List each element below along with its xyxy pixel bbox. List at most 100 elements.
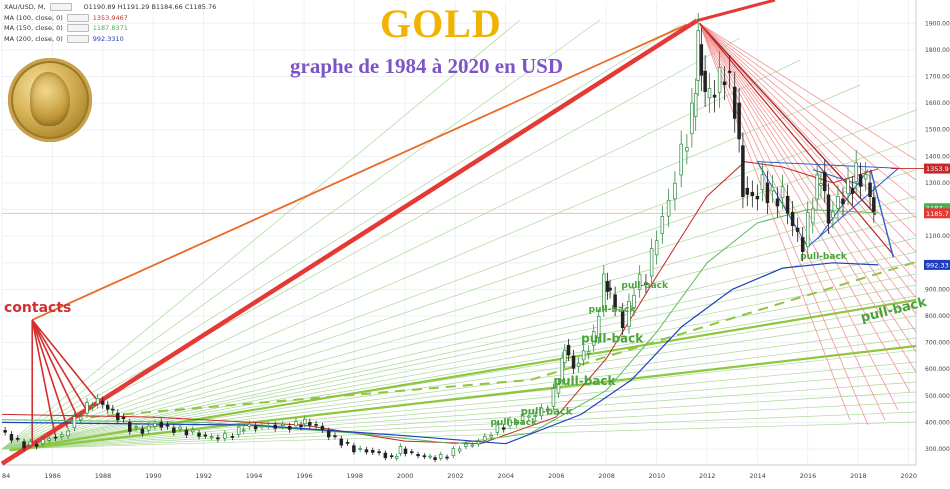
candle-body (339, 438, 344, 446)
candle-body (654, 240, 659, 256)
candle-body (596, 315, 601, 338)
price-tag-label: 992.33 (926, 261, 949, 269)
y-tick-label: 500.000 (925, 393, 950, 400)
candle-body (364, 449, 369, 453)
candle-body (514, 422, 519, 425)
fan-line-green (1, 84, 861, 450)
candle-body (159, 422, 164, 428)
candle-body (111, 408, 115, 411)
chart-title: GOLD (380, 1, 502, 46)
candle-body (95, 398, 100, 405)
x-tick-label: 2020 (900, 472, 917, 480)
candle-body (34, 444, 39, 447)
candle-body (294, 421, 298, 427)
candle-body (416, 454, 420, 457)
candle-body (116, 412, 120, 421)
ma-200-value: 992.3310 (92, 34, 124, 43)
price-tag-bg (924, 259, 950, 270)
candle-body (591, 331, 596, 346)
y-tick-label: 700.000 (925, 340, 950, 347)
fan-line-green (1, 261, 917, 450)
ma-row-100: MA (100, close, 0) 1353.9467 (4, 13, 216, 24)
x-tick-label: 2010 (649, 472, 666, 480)
candle-body (352, 445, 356, 453)
dashed-line-green (90, 378, 531, 419)
candle-body (197, 432, 201, 437)
candle-body (476, 441, 481, 445)
fan-line-red (699, 22, 917, 201)
candle-body (153, 422, 157, 427)
candle-body (438, 454, 443, 459)
trend-line-orange (31, 23, 688, 321)
x-tick-label: 2016 (800, 472, 817, 480)
candle-body (602, 273, 606, 310)
candle-body (299, 424, 303, 428)
annotation-pull-back: pull-back (490, 418, 538, 428)
candle-body (737, 102, 741, 140)
candle-body (303, 418, 307, 425)
ohlc-values: O1190.89 H1191.29 B1184.66 C1185.76 (83, 3, 217, 11)
ma-150-controls[interactable] (66, 24, 89, 33)
candle-body (241, 429, 246, 432)
candle-body (470, 444, 474, 447)
candle-body (314, 424, 318, 426)
trend-line-red-ext (696, 0, 776, 23)
contact-line (31, 319, 89, 413)
candle-body (780, 186, 785, 198)
x-tick-label: 2018 (850, 472, 867, 480)
symbol-label[interactable]: XAU/USD, M, (4, 3, 46, 11)
x-tick-label: 2008 (598, 472, 615, 480)
y-tick-label: 1700.000 (925, 74, 950, 81)
y-tick-label: 800.000 (925, 313, 950, 320)
candle-body (134, 426, 138, 429)
fan-line-red (699, 23, 917, 237)
fan-line-green (1, 24, 681, 450)
candle-body (826, 194, 831, 224)
candle-body (146, 425, 151, 431)
fan-line-red (699, 23, 869, 426)
candle-body (660, 216, 665, 234)
ma-200-label[interactable]: MA (200, close, 0) (4, 34, 63, 43)
price-tag-bg (924, 203, 950, 214)
candle-body (223, 433, 227, 439)
ma-100-controls[interactable] (66, 13, 89, 22)
price-tag-label: 1185.7 (926, 210, 949, 218)
candle-body (140, 428, 145, 434)
symbol-row: XAU/USD, M, O1190.89 H1191.29 B1184.66 C… (4, 2, 216, 13)
candle-body (722, 81, 727, 85)
candle-body (320, 426, 325, 430)
candle-body (811, 208, 815, 224)
candle-body (495, 424, 500, 433)
contact-line (31, 319, 79, 418)
candle-body (620, 310, 625, 329)
fan-line-red (699, 23, 917, 269)
candle-body (501, 427, 506, 430)
candle-body (750, 191, 755, 197)
candle-body (586, 351, 591, 354)
candle-body (41, 439, 45, 445)
symbol-controls[interactable] (49, 3, 72, 12)
ma-100-label[interactable]: MA (100, close, 0) (4, 13, 63, 22)
y-tick-label: 1300.000 (925, 180, 950, 187)
candle-body (539, 407, 544, 417)
annotation-pull-back: pull-back (621, 281, 669, 291)
price-tag-bg (924, 163, 950, 174)
candle-body (613, 294, 617, 309)
fan-line-green (1, 169, 917, 450)
ma-200-controls[interactable] (66, 35, 89, 44)
fan-line-green (1, 273, 917, 450)
candle-body (106, 404, 110, 410)
candle-body (560, 357, 564, 381)
candle-body (308, 422, 312, 426)
candle-body (679, 143, 683, 176)
ma-150-label[interactable]: MA (150, close, 0) (4, 24, 63, 33)
candle-body (100, 400, 105, 405)
candle-body (685, 147, 689, 152)
fan-line-green (1, 411, 917, 450)
candle-body (703, 70, 707, 92)
ma-150-value: 1187.8371 (92, 24, 128, 33)
candle-body (253, 426, 258, 430)
y-tick-label: 300.000 (925, 446, 950, 453)
